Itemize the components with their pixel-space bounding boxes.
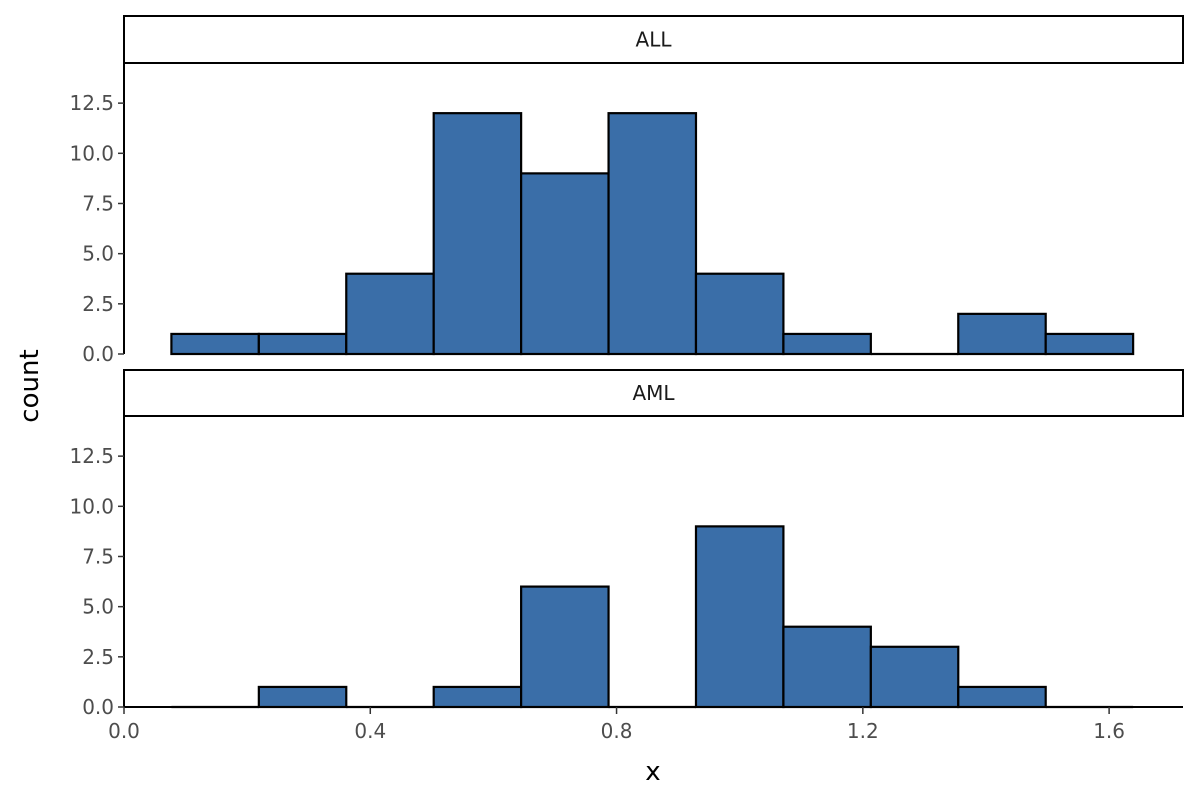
facet-strip-label: ALL	[636, 28, 673, 52]
x-tick-label: 0.4	[354, 719, 386, 743]
histogram-bar	[257, 685, 348, 709]
x-tick-label: 0.0	[108, 719, 140, 743]
histogram-bar	[170, 332, 260, 356]
histogram-bar	[520, 172, 610, 356]
histogram-bar	[432, 112, 523, 356]
histogram-bar	[782, 625, 872, 709]
histogram-bar	[520, 585, 610, 709]
histogram-bar	[694, 525, 785, 709]
histogram-bar	[607, 112, 698, 356]
histogram-bar	[957, 685, 1047, 709]
facet-strip-label: AML	[632, 381, 675, 405]
y-tick-label: 2.5	[82, 292, 114, 316]
y-tick-label: 7.5	[82, 191, 114, 215]
panel-all: ALL 0.0 2.5 5.0 7.5 10.0 12.5	[69, 15, 1184, 366]
facet-strip	[123, 369, 1184, 417]
histogram-bar	[869, 645, 960, 709]
y-tick-label: 5.0	[82, 242, 114, 266]
y-tick-label: 10.0	[69, 141, 114, 165]
panels-layer: ALL 0.0 2.5 5.0 7.5 10.0 12.5 AML 0.0 2.5 5.0 7.5 10…	[69, 15, 1184, 719]
histogram-bar	[957, 312, 1047, 356]
facet-strip	[123, 15, 1184, 64]
histogram-bar	[782, 332, 872, 356]
x-tick-label: 1.6	[1093, 719, 1125, 743]
y-tick-label: 7.5	[82, 544, 114, 568]
x-tick-label: 0.8	[601, 719, 633, 743]
y-tick-label: 5.0	[82, 595, 114, 619]
histogram-bar	[257, 332, 348, 356]
x-axis-title: x	[645, 757, 660, 787]
x-tick-label: 1.2	[847, 719, 879, 743]
panel-aml: AML 0.0 2.5 5.0 7.5 10.0 12.5	[69, 369, 1184, 719]
histogram-bar	[345, 272, 435, 356]
y-tick-label: 0.0	[82, 342, 114, 366]
y-axis-title: count	[15, 349, 45, 422]
y-tick-label: 10.0	[69, 494, 114, 518]
y-tick-label: 0.0	[82, 695, 114, 719]
histogram-bar	[1044, 332, 1135, 356]
y-tick-label: 12.5	[69, 444, 114, 468]
y-tick-label: 12.5	[69, 91, 114, 115]
histogram-bar	[694, 272, 785, 356]
y-tick-label: 2.5	[82, 645, 114, 669]
histogram-bar	[432, 685, 523, 709]
x-axis: 0.0 0.4 0.8 1.2 1.6	[108, 706, 1183, 743]
